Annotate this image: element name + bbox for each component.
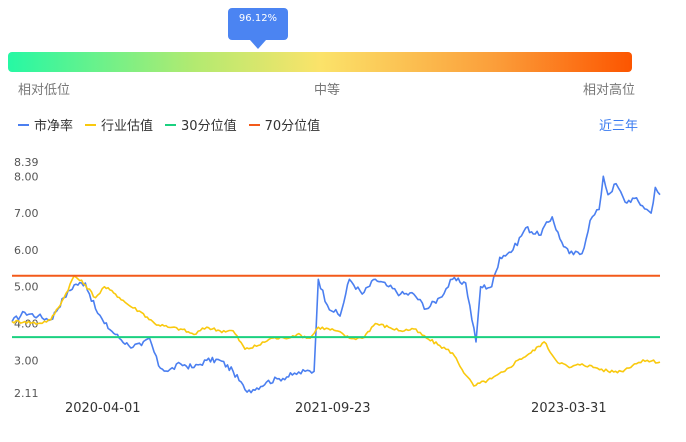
legend-label: 市净率 [34,119,74,134]
period-selector[interactable]: 近三年 [599,119,639,134]
legend-label: 30分位值 [181,119,237,134]
y-tick-label: 6.00 [14,244,39,257]
legend-swatch [18,123,29,126]
y-tick-label: 5.00 [14,281,39,294]
gauge-mid-label: 中等 [314,83,341,98]
legend-swatch [248,123,260,126]
legend-item-p70[interactable]: 70分位值 [248,115,321,134]
x-tick-label: 2020-04-01 [65,401,141,416]
valuation-gauge-bar [8,52,632,72]
chart-legend: 市净率 行业估值 30分位值 70分位值 [18,115,332,134]
legend-item-pb[interactable]: 市净率 [18,115,73,134]
legend-swatch [85,123,97,126]
y-tick-label: 4.00 [14,317,39,330]
legend-item-industry[interactable]: 行业估值 [85,115,153,134]
series-line-pb [11,175,661,394]
x-tick-label: 2023-03-31 [531,401,607,416]
percentile-bubble: 96.12% [228,8,288,49]
y-tick-label: 8.39 [14,156,39,169]
y-tick-label: 8.00 [14,170,39,183]
legend-swatch [165,123,177,126]
x-tick-label: 2021-09-23 [295,401,371,416]
legend-label: 70分位值 [264,119,321,134]
series-line-industry [11,274,661,387]
legend-label: 行业估值 [101,119,154,134]
legend-item-p30[interactable]: 30分位值 [165,115,237,134]
gauge-high-label: 相对高位 [583,83,636,98]
percentile-value: 96.12% [238,13,278,24]
gauge-low-label: 相对低位 [18,83,71,98]
y-tick-label: 3.00 [14,354,39,367]
y-tick-label: 7.00 [14,207,39,220]
y-tick-label: 2.11 [14,387,39,400]
